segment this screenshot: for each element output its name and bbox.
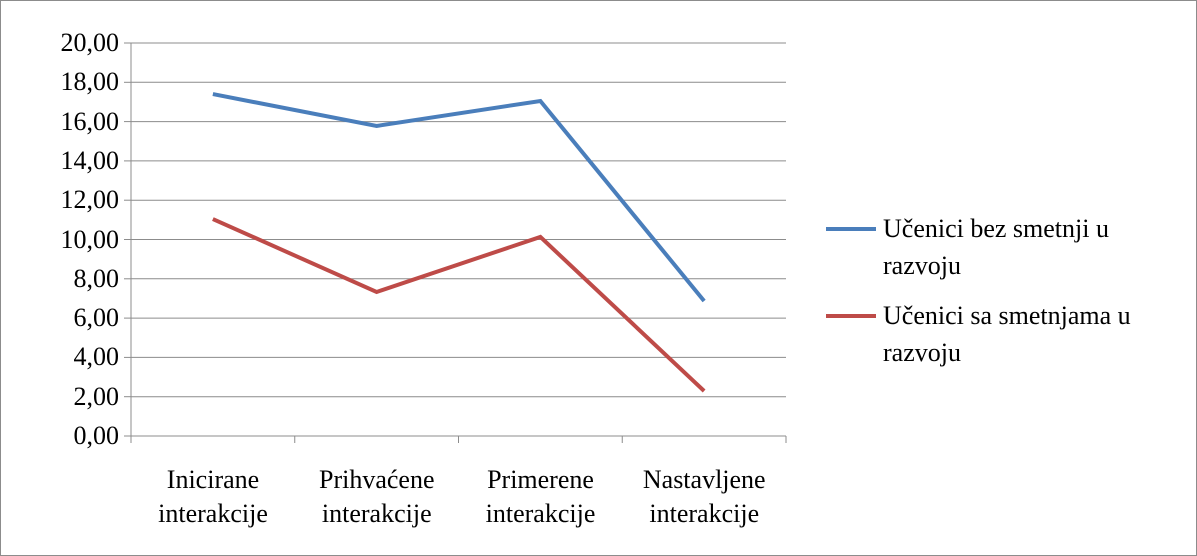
y-tick-label: 6,00 bbox=[73, 303, 120, 333]
y-tick-label: 10,00 bbox=[60, 224, 120, 254]
x-tick-label: Prihvaćene interakcije bbox=[318, 465, 435, 528]
y-tick-label: 20,00 bbox=[60, 28, 120, 57]
y-tick-label: 4,00 bbox=[73, 342, 120, 372]
y-tick-label: 2,00 bbox=[73, 381, 120, 411]
y-tick-label: 12,00 bbox=[60, 185, 120, 215]
y-tick-label: 8,00 bbox=[73, 263, 120, 293]
legend-label: Učenici sa smetnjama u razvoju bbox=[883, 301, 1131, 367]
y-tick-label: 16,00 bbox=[60, 106, 120, 136]
data-line bbox=[212, 92, 706, 303]
x-tick-label: Inicirane interakcije bbox=[158, 465, 268, 528]
x-tick-label: Primerene interakcije bbox=[485, 465, 596, 528]
data-line bbox=[212, 217, 706, 393]
y-tick-label: 0,00 bbox=[73, 421, 120, 450]
y-tick-label: 18,00 bbox=[60, 67, 120, 97]
x-tick-label: Nastavljene interakcije bbox=[642, 465, 766, 528]
legend-label: Učenici bez smetnji u razvoju bbox=[883, 214, 1109, 280]
y-tick-label: 14,00 bbox=[60, 145, 120, 175]
